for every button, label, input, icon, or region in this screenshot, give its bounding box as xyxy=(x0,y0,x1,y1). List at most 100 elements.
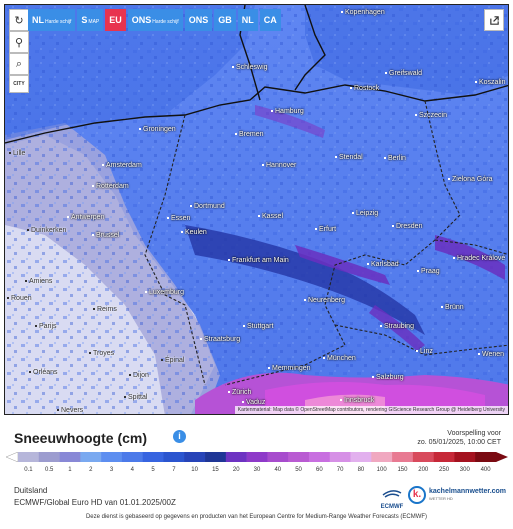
ecmwf-logo[interactable]: ECMWF xyxy=(380,486,404,510)
city-dot xyxy=(167,217,169,220)
scale-tick-label: 10 xyxy=(191,467,198,473)
city-label: Neurenberg xyxy=(304,297,345,304)
city-label: Linz xyxy=(416,348,433,355)
share-icon[interactable] xyxy=(484,9,504,31)
coastline-north xyxy=(5,84,508,144)
city-label: Straubing xyxy=(380,323,414,330)
city-label: Duinkerken xyxy=(27,227,66,234)
layer-button-label: NL xyxy=(32,15,44,25)
scale-max-arrow xyxy=(496,452,508,462)
city-dot xyxy=(416,350,418,353)
forecast-time: zo. 05/01/2025, 10:00 CET xyxy=(417,439,501,446)
city-label: Orléans xyxy=(29,369,58,376)
map-frame[interactable]: ↻ ⚲ ⌕ CITY NL Harde schijf S MAP EU ONS Harde … xyxy=(4,4,509,415)
color-scale xyxy=(6,452,508,462)
city-dot xyxy=(9,152,11,155)
city-label: Hradec Králové xyxy=(453,255,505,262)
city-dot xyxy=(392,225,394,228)
scale-tick-label: 200 xyxy=(418,467,429,473)
scale-swatch xyxy=(267,452,289,462)
city-dot xyxy=(235,133,237,136)
city-dot xyxy=(25,280,27,283)
city-dot xyxy=(67,216,69,219)
scale-swatch xyxy=(454,452,476,462)
city-dot xyxy=(124,396,126,399)
scale-tick-label: 15 xyxy=(212,467,219,473)
layer-button-label: ONS xyxy=(131,15,152,25)
city-label: Dresden xyxy=(392,223,422,230)
scale-tick-label: 7 xyxy=(172,467,176,473)
layer-button-ons-4[interactable]: ONS xyxy=(184,9,213,31)
city-label: Brünn xyxy=(441,304,464,311)
scale-swatch xyxy=(308,452,331,462)
layer-button-label: CA xyxy=(263,15,277,25)
city-dot xyxy=(475,81,477,84)
city-dot xyxy=(92,185,94,188)
scale-swatch xyxy=(288,452,310,462)
layer-button-label: NL xyxy=(241,15,254,25)
snow-depth-map[interactable] xyxy=(5,5,509,415)
city-label: Rouen xyxy=(7,295,32,302)
kachelmann-logo[interactable]: k. kachelmannwetter.com WETTER HD xyxy=(408,486,506,504)
city-label: Memmingen xyxy=(268,365,311,372)
scale-min-arrow xyxy=(6,452,19,462)
city-dot xyxy=(35,325,37,328)
city-label: Karlsbad xyxy=(367,261,399,268)
scale-swatch xyxy=(246,452,268,462)
city-label: Amsterdam xyxy=(102,162,142,169)
info-icon[interactable]: i xyxy=(173,430,186,443)
footer-disclaimer: Deze dienst is gebaseerd op gegevens en … xyxy=(85,514,428,520)
city-label: Salzburg xyxy=(372,374,404,381)
scale-tick-label: 3 xyxy=(109,467,114,473)
city-toggle-button[interactable]: CITY xyxy=(9,75,29,93)
scale-swatch xyxy=(101,452,123,462)
layer-button-s-1[interactable]: S MAP xyxy=(77,9,104,31)
city-dot xyxy=(380,325,382,328)
city-dot xyxy=(258,215,260,218)
city-label: Greifswald xyxy=(385,70,422,77)
map-pin-icon[interactable]: ⚲ xyxy=(9,31,29,53)
city-dot xyxy=(341,11,343,14)
scale-swatch xyxy=(80,452,102,462)
scale-tick-label: 1 xyxy=(68,467,72,473)
city-label: Schleswig xyxy=(232,64,268,71)
forecast-time-block: Voorspelling voor zo. 05/01/2025, 10:00 … xyxy=(417,429,501,447)
city-label: München xyxy=(323,355,356,362)
city-label: Épinal xyxy=(161,357,184,364)
city-dot xyxy=(350,87,352,90)
legend-title: Sneeuwhoogte (cm) xyxy=(14,430,148,446)
city-label: Praag xyxy=(417,268,440,275)
snow-band-central xyxy=(185,225,425,335)
city-label: Wenen xyxy=(478,351,504,358)
layer-button-nl-6[interactable]: NL xyxy=(237,9,258,31)
city-dot xyxy=(145,291,147,294)
city-label: Erfurt xyxy=(315,226,336,233)
reload-icon[interactable]: ↻ xyxy=(9,9,29,31)
city-dot xyxy=(200,338,202,341)
city-label: Rostock xyxy=(350,85,379,92)
layer-button-ca-7[interactable]: CA xyxy=(259,9,281,31)
scale-swatch xyxy=(184,452,206,462)
city-dot xyxy=(92,234,94,237)
city-label: Nevers xyxy=(57,407,83,414)
scale-tick-label: 20 xyxy=(232,467,240,473)
city-label: Amiens xyxy=(25,278,52,285)
magnifier-icon[interactable]: ⌕ xyxy=(9,53,29,75)
scale-tick-label: 5 xyxy=(151,467,155,473)
city-label: Dijon xyxy=(129,372,149,379)
city-label: Keulen xyxy=(181,229,207,236)
city-label: Stuttgart xyxy=(243,323,273,330)
city-label: Troyes xyxy=(89,350,114,357)
scale-swatch xyxy=(121,452,143,462)
layer-button-sublabel: Harde schijf xyxy=(152,18,179,25)
city-label: Straatsburg xyxy=(200,336,240,343)
layer-button-ons-3[interactable]: ONS Harde schijf xyxy=(127,9,183,31)
city-dot xyxy=(129,374,131,377)
city-dot xyxy=(441,306,443,309)
layer-button-gb-5[interactable]: GB xyxy=(214,9,236,31)
city-label: Zürich xyxy=(228,389,251,396)
map-attribution[interactable]: Kartenmaterial: Map data © OpenStreetMap… xyxy=(234,406,508,414)
layer-button-eu-2[interactable]: EU xyxy=(105,9,126,31)
city-dot xyxy=(102,164,104,167)
layer-button-nl-0[interactable]: NL Harde schijf xyxy=(28,9,76,31)
